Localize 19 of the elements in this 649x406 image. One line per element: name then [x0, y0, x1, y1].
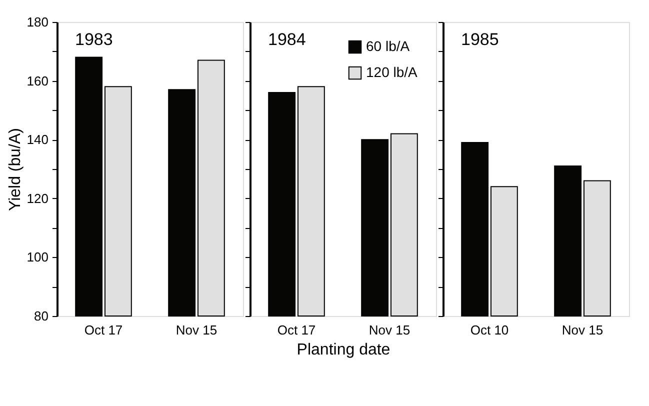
x-axis-title: Planting date: [296, 342, 390, 358]
legend-label: 120 lb/A: [366, 64, 418, 80]
y-axis-title: Yield (bu/A): [6, 128, 24, 211]
annotation: 1983: [75, 30, 113, 49]
y-tick-label: 120: [26, 190, 48, 206]
y-tick-label: 180: [26, 14, 48, 30]
x-tick-label: Oct 17: [84, 322, 123, 338]
x-tick-label: Oct 10: [470, 322, 509, 338]
x-tick-label: Nov 15: [176, 322, 218, 338]
annotation: 1985: [461, 30, 499, 49]
y-tick-label: 160: [26, 73, 48, 88]
x-tick-label: Oct 17: [277, 322, 316, 338]
x-tick-label: Nov 15: [368, 322, 410, 338]
x-tick-label: Nov 15: [562, 322, 604, 338]
y-tick-label: 140: [26, 132, 48, 148]
y-tick-label: 100: [26, 250, 48, 265]
legend-label: 60 lb/A: [366, 38, 410, 54]
y-tick-label: 80: [34, 308, 48, 324]
annotation: 1984: [268, 30, 306, 49]
